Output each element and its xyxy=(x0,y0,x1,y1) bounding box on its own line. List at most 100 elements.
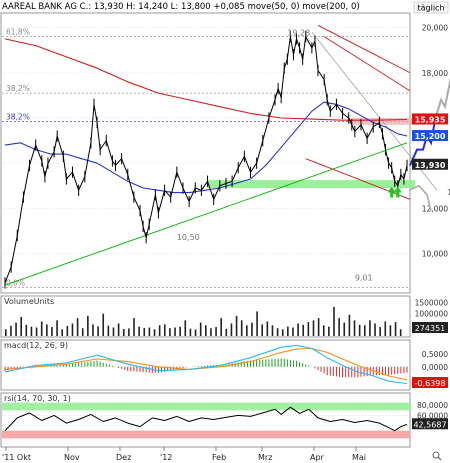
volume-bar xyxy=(66,325,69,336)
volume-bar xyxy=(399,329,402,336)
price-tag-bg xyxy=(412,158,448,170)
volume-bar xyxy=(107,325,110,336)
volume-bar xyxy=(179,326,181,336)
rsi-last-value: 42,5687 xyxy=(413,420,446,429)
price-tag-label: 15,935 xyxy=(415,115,446,124)
volume-bar xyxy=(246,325,248,336)
rsi-line xyxy=(4,406,408,432)
price-series xyxy=(4,30,450,289)
volume-bar xyxy=(51,327,53,336)
volume-bar xyxy=(102,313,105,336)
volume-bar xyxy=(384,321,387,336)
fib-level-label: 61,8% xyxy=(6,28,30,37)
timeframe-badge-bg[interactable] xyxy=(413,1,449,14)
price-annotation: 9,01 xyxy=(355,274,373,283)
macd-last-tag-bg xyxy=(412,377,448,388)
volume-bar xyxy=(61,329,64,336)
volume-content: 50000010000001500000VolumeUnits274351 xyxy=(4,297,448,336)
volume-bar xyxy=(358,324,361,336)
rsi-overbought-band xyxy=(2,402,410,411)
volume-bar xyxy=(30,326,33,336)
volume-bar xyxy=(338,318,340,336)
volume-title: VolumeUnits xyxy=(4,297,54,306)
volume-bar xyxy=(379,327,381,336)
volume-bar xyxy=(220,318,222,336)
macd-title: macd(12, 26, 9) xyxy=(4,341,68,350)
price-y-tick-label: 10,000 xyxy=(422,250,448,259)
volume-bar xyxy=(210,328,212,336)
volume-bar xyxy=(235,315,238,336)
volume-last-tag-bg xyxy=(412,322,448,333)
volume-bar xyxy=(10,325,12,336)
volume-bar xyxy=(215,327,217,336)
rsi-title: rsi(14, 70, 30, 1) xyxy=(4,394,71,403)
x-axis-tick-label: '11 Okt xyxy=(2,453,31,462)
volume-bar xyxy=(256,311,258,336)
volume-bar xyxy=(112,327,115,336)
macd-panel: 0,0000 0,5000 macd(12, 26, 9) -0,6398 xyxy=(0,339,448,391)
volume-bar xyxy=(271,325,274,336)
chart-header: AAREAL BANK AG C.: 13,930 H: 14,240 L: 1… xyxy=(2,2,360,12)
x-axis-tick-label: Mrz xyxy=(258,453,272,462)
volume-bar xyxy=(333,306,335,336)
volume-bar xyxy=(369,320,371,336)
volume-bar xyxy=(389,325,392,336)
volume-bar xyxy=(199,322,202,336)
ma200-line xyxy=(4,38,408,121)
volume-bar xyxy=(25,324,28,336)
volume-bar xyxy=(128,328,130,336)
volume-bar xyxy=(394,322,397,336)
volume-bar xyxy=(20,317,22,336)
price-tag-bg xyxy=(412,130,448,142)
volume-bar xyxy=(261,324,264,336)
volume-bar xyxy=(240,320,243,336)
volume-bar xyxy=(35,327,38,336)
macd-y-tick-label: 0,0000 xyxy=(422,363,448,372)
volume-bar xyxy=(292,327,294,336)
volume-bar xyxy=(97,326,99,336)
price-annotation: 13,06 xyxy=(447,188,450,197)
volume-bar xyxy=(189,328,192,336)
fib-level-label: 38,2% xyxy=(6,112,30,121)
rsi-y-tick-label: 80,0000 xyxy=(417,401,448,410)
volume-bar xyxy=(56,320,58,336)
volume-bar xyxy=(133,318,135,336)
volume-bar xyxy=(307,322,310,336)
x-axis-tick-label: Nov xyxy=(64,453,80,462)
volume-bar xyxy=(138,326,140,336)
x-axis-tick-label: Mai xyxy=(352,453,366,462)
support-zone xyxy=(207,180,415,189)
macd-signal-line xyxy=(4,347,408,381)
timeframe-badge[interactable]: täglich xyxy=(417,4,444,13)
volume-bar xyxy=(143,327,146,336)
volume-bar xyxy=(40,321,43,336)
volume-bar xyxy=(76,318,79,336)
volume-bar xyxy=(169,328,171,336)
volume-bar xyxy=(122,329,125,336)
support-arrow-icon xyxy=(387,186,396,198)
x-axis-tick-label: Apr xyxy=(310,453,325,462)
volume-bar xyxy=(205,325,207,336)
forecast-path-grey-up xyxy=(434,77,450,121)
resistance-zone xyxy=(348,117,429,125)
volume-bar xyxy=(194,329,197,336)
volume-bar xyxy=(276,328,279,336)
price-panel-frame xyxy=(0,12,411,294)
volume-bar xyxy=(153,329,156,336)
price-annotation: 10,50 xyxy=(177,233,200,242)
volume-bar xyxy=(353,320,356,336)
volume-panel: 50000010000001500000VolumeUnits274351 xyxy=(0,295,448,338)
volume-bar xyxy=(5,329,7,336)
volume-bar xyxy=(287,326,289,336)
macd-content: 0,0000 0,5000 macd(12, 26, 9) -0,6398 xyxy=(2,341,448,388)
volume-last-value: 274351 xyxy=(415,324,446,333)
volume-bar xyxy=(343,322,346,336)
volume-bar xyxy=(348,314,351,336)
support-arrow-icon xyxy=(393,186,402,198)
volume-bar xyxy=(281,329,284,336)
volume-y-tick-label: 1500000 xyxy=(415,298,449,307)
volume-bar xyxy=(174,327,176,336)
rsi-last-tag-bg xyxy=(412,418,448,430)
